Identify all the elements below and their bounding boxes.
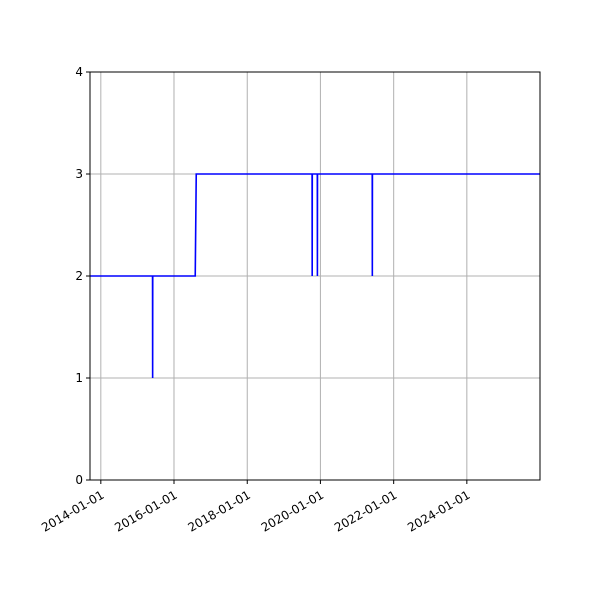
- series-line: [90, 173, 540, 379]
- y-axis: 0 1 2 3 4: [75, 65, 90, 487]
- y-tick-label: 3: [75, 167, 83, 181]
- series-layer: [90, 173, 540, 379]
- y-tick-label: 1: [75, 371, 83, 385]
- y-tick-label: 2: [75, 269, 83, 283]
- y-tick-label: 0: [75, 473, 83, 487]
- y-tick-label: 4: [75, 65, 83, 79]
